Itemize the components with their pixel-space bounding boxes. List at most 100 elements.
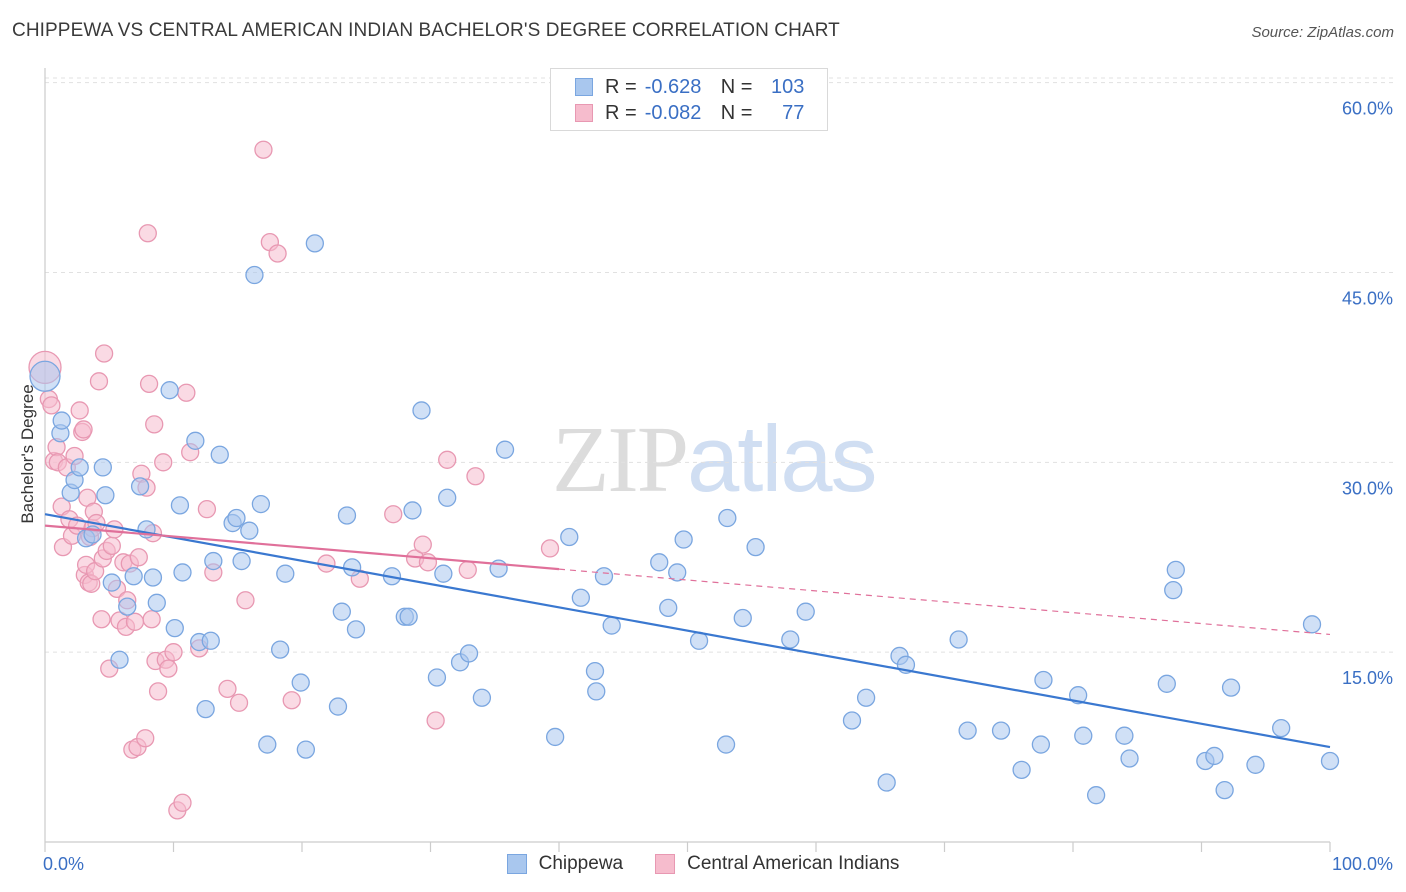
chippewa-point (399, 607, 418, 626)
central-american-indians-point (384, 505, 403, 524)
central-american-indians-point (74, 420, 93, 439)
legend-label-chippewa: Chippewa (538, 853, 624, 874)
central-american-indians-point (136, 729, 155, 748)
legend-swatch-blue (575, 78, 593, 96)
chippewa-point (958, 721, 977, 740)
central-american-indians-point (282, 691, 301, 710)
legend-label-central-american-indians: Central American Indians (687, 853, 900, 874)
central-american-indians-point (102, 536, 121, 556)
chippewa-point (276, 564, 295, 583)
legend-swatch-pink (655, 854, 676, 874)
chippewa-point (124, 567, 143, 586)
chippewa-point (227, 508, 246, 528)
chippewa-point (991, 721, 1011, 740)
x-tick-label: 0.0% (43, 854, 84, 874)
chippewa-point (1302, 615, 1322, 634)
central-american-indians-point (466, 467, 485, 486)
chippewa-point (1166, 560, 1185, 580)
chippewa-point (545, 727, 565, 747)
chippewa-point (342, 558, 362, 577)
series-legend: Chippewa Central American Indians (0, 851, 1406, 877)
chippewa-point (733, 608, 752, 628)
central-american-indians-point (268, 244, 287, 263)
y-tick-label: 30.0% (1342, 478, 1393, 498)
central-american-indians-point (458, 560, 477, 580)
chippewa-point (472, 688, 492, 707)
central-american-indians-point (129, 548, 148, 567)
central-american-indians-point (89, 372, 109, 391)
legend-n-value: 77 (782, 101, 805, 124)
central-american-indians-point (164, 643, 183, 662)
legend-r-label: R = (605, 75, 637, 98)
chippewa-point (877, 773, 896, 792)
chippewa-point (718, 508, 737, 528)
chippewa-point (659, 598, 678, 618)
chippewa-point (781, 630, 800, 649)
central-american-indians-point (218, 679, 237, 699)
legend-r-label: R = (605, 101, 637, 124)
chippewa-point (1164, 581, 1183, 600)
central-american-indians-point (105, 520, 124, 539)
legend-n-label: N = (720, 101, 753, 124)
chippewa-point (70, 458, 89, 477)
correlation-legend: R = -0.628 N = 103 R = -0.082 N = 77 (550, 68, 828, 131)
y-tick-label: 15.0% (1342, 668, 1393, 688)
legend-row-chippewa: R = -0.628 N = 103 (575, 74, 804, 100)
chippewa-point (332, 602, 351, 621)
central-american-indians-point (236, 591, 255, 610)
central-american-indians-point (229, 693, 249, 712)
chippewa-point (403, 501, 422, 520)
central-american-indians-point (254, 140, 273, 159)
chippewa-point (587, 682, 606, 701)
central-american-indians-point (125, 612, 145, 631)
chippewa-point (796, 602, 815, 621)
central-american-indians-point (426, 711, 445, 730)
chippewa-point (1031, 735, 1051, 754)
chippewa-point (1074, 726, 1093, 745)
chippewa-point (585, 661, 605, 681)
series-central-american-indians-points (28, 140, 560, 820)
central-american-indians-point (418, 553, 438, 572)
chippewa-point (571, 588, 590, 607)
chippewa-point (29, 360, 61, 392)
chippewa-point (118, 597, 137, 616)
legend-n-value: 103 (771, 75, 805, 98)
y-tick-label: 45.0% (1342, 288, 1393, 308)
y-tick-label: 60.0% (1342, 99, 1393, 119)
chippewa-point (173, 563, 192, 582)
chippewa-point (271, 640, 290, 659)
central-american-indians-point (177, 383, 196, 402)
chippewa-point (1115, 726, 1134, 745)
legend-r-value: -0.628 (644, 75, 702, 98)
legend-swatch-pink (575, 104, 593, 122)
chippewa-point (232, 551, 251, 571)
chippewa-point (165, 618, 184, 638)
chippewa-point (459, 644, 479, 663)
chippewa-point (495, 440, 515, 459)
trend-line-central-american-indians-extension (558, 568, 1331, 636)
central-american-indians-point (540, 539, 560, 558)
chippewa-point (1246, 755, 1265, 774)
chippewa-point (102, 573, 121, 592)
chippewa-point (1068, 686, 1088, 705)
axis-labels: 15.0% 30.0% 45.0% 60.0% 0.0% 100.0% Bachelor's… (18, 99, 1393, 874)
chippewa-point (204, 551, 223, 571)
central-american-indians-point (145, 415, 164, 434)
central-american-indians-point (138, 224, 157, 243)
chippewa-point (196, 699, 215, 719)
chippewa-point (346, 620, 366, 639)
chippewa-point (1205, 746, 1224, 766)
central-american-indians-point (438, 450, 457, 469)
central-american-indians-point (173, 793, 192, 812)
chippewa-point (258, 735, 277, 754)
chippewa-point (716, 735, 736, 754)
chippewa-point (1272, 718, 1291, 738)
chippewa-point (1012, 760, 1031, 780)
chippewa-point (560, 527, 579, 547)
chippewa-point (434, 564, 453, 583)
central-american-indians-point (413, 535, 432, 554)
chippewa-point (1215, 780, 1234, 800)
chippewa-point (856, 688, 876, 707)
central-american-indians-point (92, 610, 111, 629)
central-american-indians-point (148, 682, 168, 701)
